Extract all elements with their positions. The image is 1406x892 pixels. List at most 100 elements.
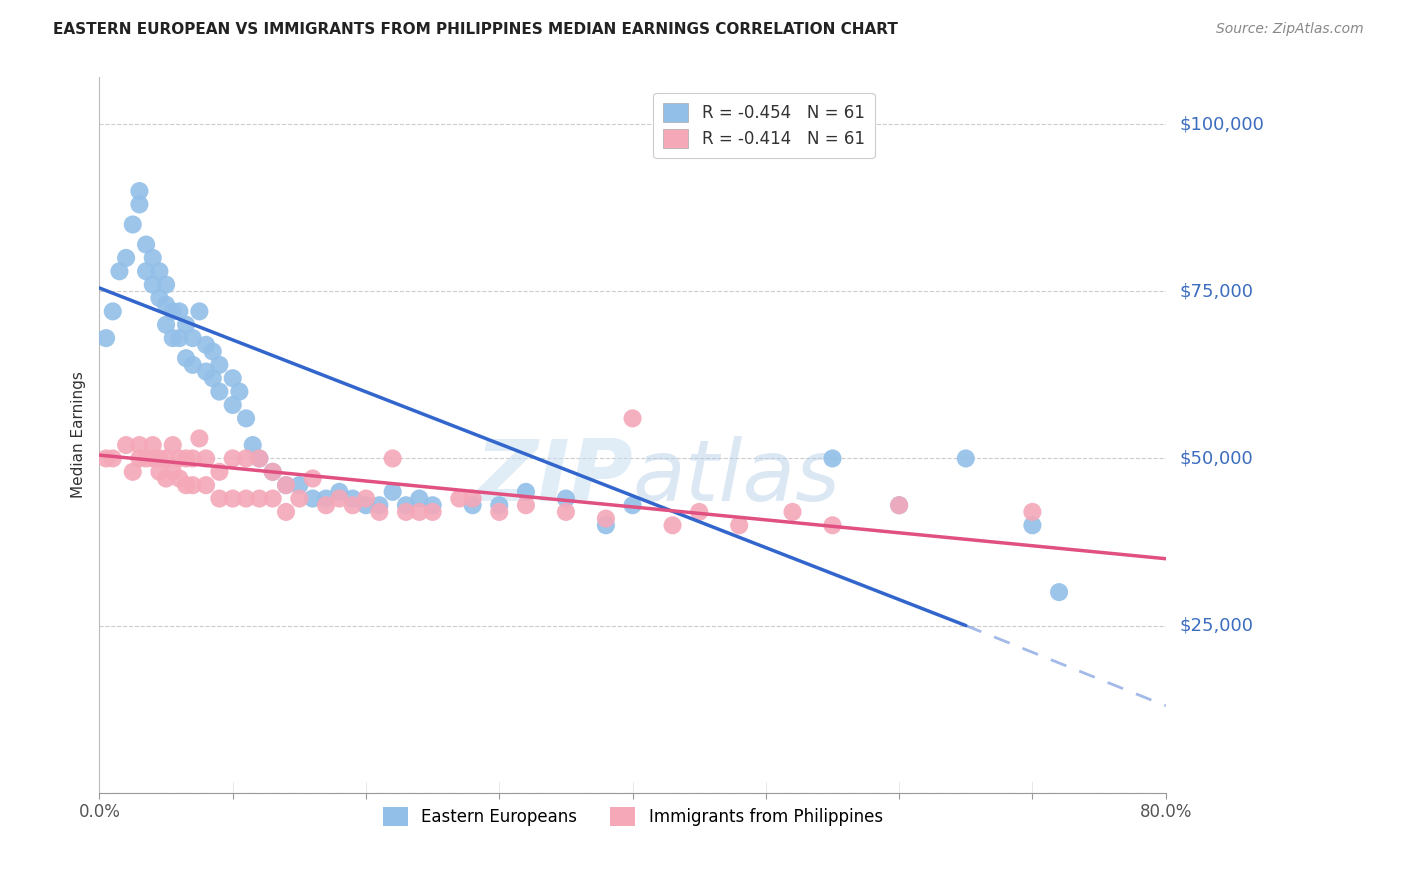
Point (315, 498, 337, 512)
Point (274, 478, 297, 492)
Point (661, 518, 683, 533)
Point (121, 465, 143, 479)
Point (422, 505, 444, 519)
Point (274, 478, 297, 492)
Text: EASTERN EUROPEAN VS IMMIGRANTS FROM PHILIPPINES MEDIAN EARNINGS CORRELATION CHAR: EASTERN EUROPEAN VS IMMIGRANTS FROM PHIL… (53, 22, 898, 37)
Point (354, 491, 377, 506)
Point (328, 484, 350, 499)
Point (555, 505, 578, 519)
Point (208, 491, 231, 506)
Point (235, 451, 257, 466)
Point (155, 298, 177, 312)
Point (621, 498, 644, 512)
Point (354, 498, 377, 512)
Point (101, 451, 124, 466)
Point (381, 484, 404, 499)
Point (174, 478, 197, 492)
Text: $100,000: $100,000 (1180, 115, 1264, 133)
Point (408, 505, 430, 519)
Point (181, 451, 204, 466)
Point (222, 491, 245, 506)
Point (488, 498, 510, 512)
Point (422, 498, 444, 512)
Point (169, 331, 191, 345)
Point (181, 331, 204, 345)
Text: $50,000: $50,000 (1180, 450, 1253, 467)
Point (408, 491, 430, 506)
Point (108, 264, 131, 278)
Point (728, 518, 751, 533)
Point (461, 498, 484, 512)
Point (342, 491, 364, 506)
Point (148, 451, 170, 466)
Y-axis label: Median Earnings: Median Earnings (72, 372, 86, 499)
Point (555, 491, 578, 506)
Point (395, 505, 418, 519)
Point (94, 451, 117, 466)
Point (135, 237, 157, 252)
Point (208, 384, 231, 399)
Point (181, 478, 204, 492)
Point (121, 218, 143, 232)
Point (208, 358, 231, 372)
Point (148, 264, 170, 278)
Text: atlas: atlas (633, 436, 841, 519)
Text: $25,000: $25,000 (1180, 616, 1254, 634)
Point (155, 318, 177, 332)
Point (515, 484, 537, 499)
Point (222, 371, 245, 385)
Point (135, 451, 157, 466)
Point (115, 251, 138, 265)
Text: Source: ZipAtlas.com: Source: ZipAtlas.com (1216, 22, 1364, 37)
Point (247, 491, 270, 506)
Point (515, 498, 537, 512)
Point (301, 471, 323, 485)
Point (101, 304, 124, 318)
Point (169, 451, 191, 466)
Point (262, 465, 284, 479)
Point (142, 451, 165, 466)
Point (195, 338, 218, 352)
Text: ZIP: ZIP (475, 436, 633, 519)
Point (461, 491, 484, 506)
Point (128, 438, 150, 452)
Point (195, 478, 218, 492)
Point (449, 491, 471, 506)
Point (595, 518, 617, 533)
Point (162, 304, 184, 318)
Point (201, 371, 224, 385)
Point (142, 277, 165, 292)
Point (174, 351, 197, 366)
Point (128, 197, 150, 211)
Point (595, 511, 617, 525)
Point (235, 411, 257, 425)
Point (955, 451, 977, 466)
Point (94, 331, 117, 345)
Point (262, 491, 284, 506)
Point (195, 365, 218, 379)
Point (488, 505, 510, 519)
Point (887, 498, 910, 512)
Point (242, 438, 264, 452)
Point (222, 451, 245, 466)
Point (381, 451, 404, 466)
Point (169, 471, 191, 485)
Point (368, 505, 391, 519)
Point (288, 478, 311, 492)
Point (1021, 518, 1043, 533)
Point (195, 451, 218, 466)
Point (201, 344, 224, 359)
Point (148, 291, 170, 305)
Point (301, 491, 323, 506)
Point (782, 505, 804, 519)
Point (247, 451, 270, 466)
Point (395, 498, 418, 512)
Point (181, 358, 204, 372)
Point (1047, 585, 1070, 599)
Point (162, 438, 184, 452)
Point (887, 498, 910, 512)
Point (148, 465, 170, 479)
Point (128, 184, 150, 198)
Point (188, 431, 211, 445)
Point (228, 384, 250, 399)
